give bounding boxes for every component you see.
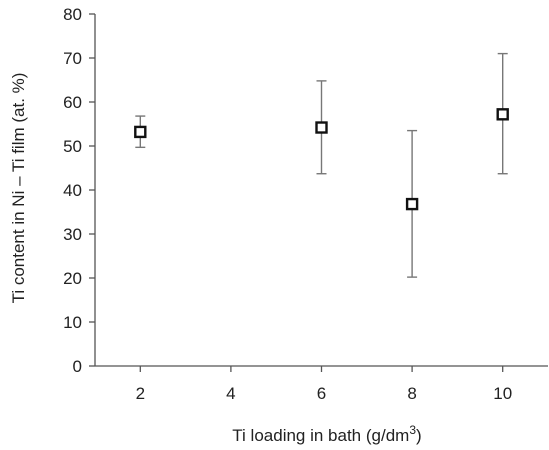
x-tick-label: 2: [136, 384, 145, 403]
y-tick-label: 60: [63, 93, 82, 112]
x-tick-label: 6: [317, 384, 326, 403]
error-bars: [135, 52, 508, 278]
data-point-marker: [315, 121, 328, 134]
data-point-marker: [496, 108, 509, 121]
data-point-marker: [134, 125, 147, 139]
axis-labels: Ti content in Ni – Ti film (at. %) Ti lo…: [9, 73, 422, 445]
x-tick-label: 4: [226, 384, 235, 403]
y-tick-label: 20: [63, 269, 82, 288]
y-axis-title: Ti content in Ni – Ti film (at. %): [9, 73, 28, 304]
x-axis-title-suffix: ): [416, 426, 422, 445]
x-tick-label: 10: [493, 384, 512, 403]
y-tick-label: 80: [63, 5, 82, 24]
x-axis-title-superscript: 3: [409, 423, 416, 437]
y-tick-label: 0: [73, 357, 82, 376]
y-tick-label: 40: [63, 181, 82, 200]
y-tick-label: 70: [63, 49, 82, 68]
data-point-marker: [405, 197, 419, 211]
y-tick-label: 50: [63, 137, 82, 156]
y-tick-label: 30: [63, 225, 82, 244]
y-tick-label: 10: [63, 313, 82, 332]
x-axis-title: Ti loading in bath (g/dm3): [232, 423, 421, 445]
x-tick-label: 8: [407, 384, 416, 403]
x-axis-title-main: Ti loading in bath (g/dm: [232, 426, 409, 445]
data-markers: [134, 108, 509, 211]
axes: 0 10 20 30 40 50 60 70 80 2 4 6 8 10: [63, 5, 548, 403]
